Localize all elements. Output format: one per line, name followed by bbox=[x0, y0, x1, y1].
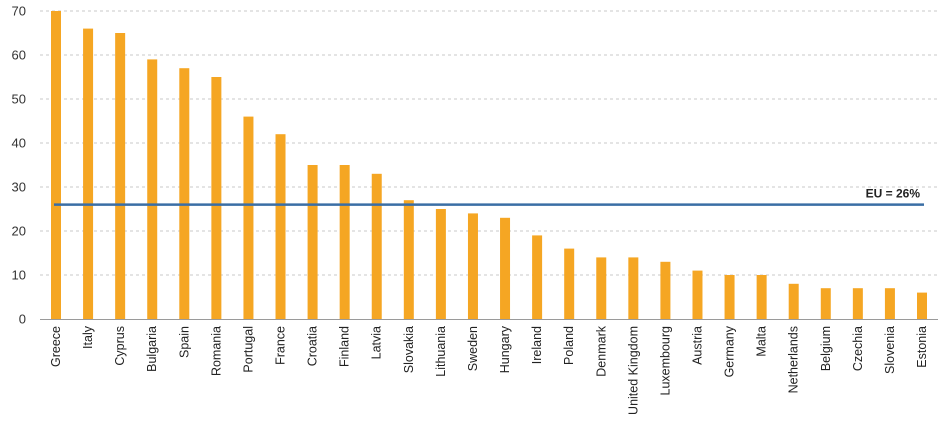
bar-greece bbox=[51, 11, 61, 319]
bar-lithuania bbox=[435, 209, 446, 319]
x-category-label: Portugal bbox=[241, 326, 255, 373]
y-tick-label: 30 bbox=[12, 180, 26, 195]
bar-germany bbox=[724, 275, 735, 319]
x-category-label: Greece bbox=[49, 326, 63, 367]
x-category-label: France bbox=[274, 326, 288, 365]
x-category-label: Spain bbox=[177, 326, 191, 358]
y-axis-ticks: 0 10 20 30 40 50 60 70 bbox=[12, 4, 26, 327]
bar-estonia bbox=[917, 292, 927, 319]
x-category-label: Sweden bbox=[466, 326, 480, 371]
x-category-label: Denmark bbox=[594, 325, 608, 376]
x-category-label: Lithuania bbox=[434, 326, 448, 377]
x-category-label: Finland bbox=[338, 326, 352, 367]
x-category-label: Germany bbox=[723, 325, 737, 377]
x-category-label: Hungary bbox=[498, 325, 512, 373]
bar-denmark bbox=[596, 257, 607, 319]
bar-sweden bbox=[467, 213, 478, 319]
bar-austria bbox=[692, 270, 703, 319]
bar-spain bbox=[179, 68, 190, 319]
bar-slovenia bbox=[884, 288, 895, 319]
x-category-label: Belgium bbox=[819, 326, 833, 371]
bar-hungary bbox=[500, 217, 511, 319]
bar-slovakia bbox=[403, 200, 414, 319]
bar-finland bbox=[339, 165, 350, 319]
y-tick-label: 50 bbox=[12, 92, 26, 107]
y-tick-label: 60 bbox=[12, 48, 26, 63]
x-category-label: Slovakia bbox=[402, 326, 416, 373]
y-tick-label: 10 bbox=[12, 268, 26, 283]
gridlines bbox=[40, 10, 938, 276]
y-tick-label: 40 bbox=[12, 136, 26, 151]
x-category-label: Croatia bbox=[306, 326, 320, 366]
x-category-label: Cyprus bbox=[113, 326, 127, 366]
bar-france bbox=[275, 134, 286, 319]
x-category-label: Luxembourg bbox=[658, 326, 672, 396]
bar-italy bbox=[83, 28, 94, 319]
bar-ireland bbox=[532, 235, 543, 319]
x-category-label: Romania bbox=[209, 326, 223, 376]
bar-poland bbox=[564, 248, 575, 319]
x-category-label: United Kingdom bbox=[626, 326, 640, 415]
y-tick-label: 0 bbox=[19, 312, 26, 327]
bar-luxembourg bbox=[660, 261, 671, 319]
bar-malta bbox=[756, 275, 767, 319]
x-category-label: Austria bbox=[690, 326, 704, 365]
x-category-label: Malta bbox=[755, 326, 769, 357]
x-category-label: Poland bbox=[562, 326, 576, 365]
x-category-label: Latvia bbox=[370, 326, 384, 359]
bar-portugal bbox=[243, 116, 254, 319]
bar-belgium bbox=[820, 288, 831, 319]
x-category-label: Bulgaria bbox=[145, 326, 159, 372]
eu-average-label: EU = 26% bbox=[866, 187, 921, 201]
y-tick-label: 70 bbox=[12, 4, 26, 19]
bar-united-kingdom bbox=[628, 257, 639, 319]
bar-netherlands bbox=[788, 283, 799, 319]
x-category-label: Slovenia bbox=[883, 326, 897, 374]
bar-czechia bbox=[852, 288, 863, 319]
x-axis-category-labels: Greece Italy Cyprus Bulgaria Spain Romania Por… bbox=[49, 325, 929, 415]
bar-latvia bbox=[371, 173, 382, 319]
bar-croatia bbox=[307, 165, 318, 319]
x-category-label: Estonia bbox=[915, 326, 929, 368]
y-tick-label: 20 bbox=[12, 224, 26, 239]
bar-romania bbox=[211, 77, 222, 319]
x-category-label: Czechia bbox=[851, 326, 865, 371]
x-category-label: Netherlands bbox=[787, 326, 801, 393]
bar-cyprus bbox=[115, 33, 126, 319]
bars bbox=[51, 11, 927, 320]
x-category-label: Ireland bbox=[530, 326, 544, 364]
bar-bulgaria bbox=[147, 59, 158, 320]
x-category-label: Italy bbox=[81, 325, 95, 349]
